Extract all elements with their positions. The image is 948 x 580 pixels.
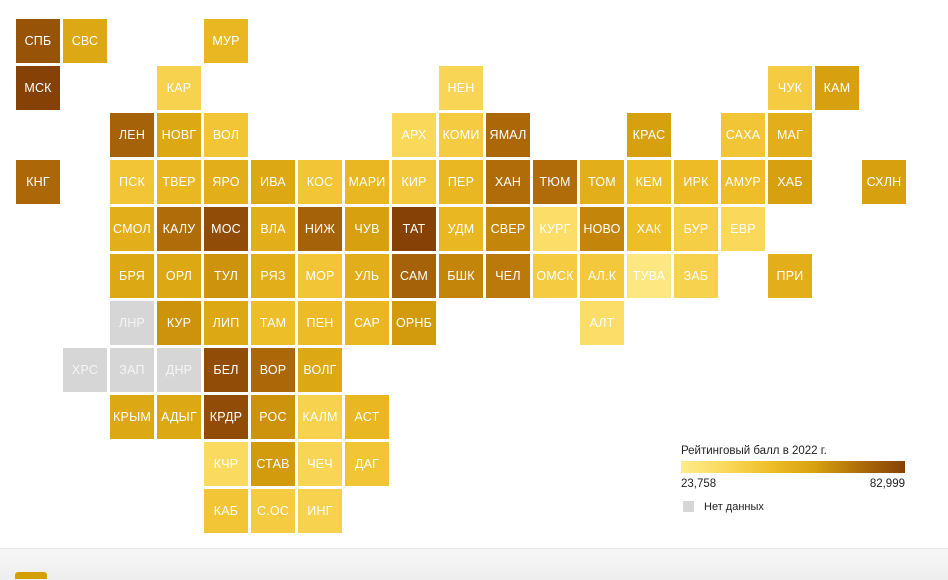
region-tile[interactable]: СТАВ [251, 442, 295, 486]
region-tile[interactable]: ХРС [63, 348, 107, 392]
region-tile[interactable]: ТЮМ [533, 160, 577, 204]
region-tile[interactable]: ИВА [251, 160, 295, 204]
region-tile[interactable]: КАЛМ [298, 395, 342, 439]
region-tile[interactable]: БШК [439, 254, 483, 298]
region-tile[interactable]: ЕВР [721, 207, 765, 251]
region-tile[interactable]: РОС [251, 395, 295, 439]
region-tile[interactable]: ТВЕР [157, 160, 201, 204]
legend-no-data-swatch [683, 501, 694, 512]
region-tile[interactable]: ЯРО [204, 160, 248, 204]
region-tile[interactable]: ХАК [627, 207, 671, 251]
legend-no-data-label: Нет данных [704, 501, 764, 513]
region-tile[interactable]: ЛИП [204, 301, 248, 345]
region-tile[interactable]: С.ОС [251, 489, 295, 533]
region-tile[interactable]: СМОЛ [110, 207, 154, 251]
region-tile[interactable]: РЯЗ [251, 254, 295, 298]
region-tile[interactable]: ВОЛ [204, 113, 248, 157]
region-tile[interactable]: САМ [392, 254, 436, 298]
region-tile[interactable]: ВОР [251, 348, 295, 392]
region-tile[interactable]: ДНР [157, 348, 201, 392]
region-tile[interactable]: АМУР [721, 160, 765, 204]
region-tile[interactable]: МУР [204, 19, 248, 63]
region-tile[interactable]: КРЫМ [110, 395, 154, 439]
region-tile[interactable]: ПСК [110, 160, 154, 204]
legend-gradient-bar [681, 461, 905, 473]
legend-min-label: 23,758 [681, 478, 717, 490]
region-tile[interactable]: ОРНБ [392, 301, 436, 345]
region-tile[interactable]: АЛ.К [580, 254, 624, 298]
legend-title: Рейтинговый балл в 2022 г. [681, 445, 827, 457]
region-tile[interactable]: ОМСК [533, 254, 577, 298]
region-tile[interactable]: АДЫГ [157, 395, 201, 439]
region-tile[interactable]: КНГ [16, 160, 60, 204]
region-tile[interactable]: ИРК [674, 160, 718, 204]
region-tile[interactable]: МАГ [768, 113, 812, 157]
region-tile[interactable]: ХАН [486, 160, 530, 204]
region-tile[interactable]: ПЕН [298, 301, 342, 345]
region-tile[interactable]: МАРИ [345, 160, 389, 204]
region-tile[interactable]: КОС [298, 160, 342, 204]
region-tile[interactable]: ТУВА [627, 254, 671, 298]
region-tile[interactable]: САР [345, 301, 389, 345]
region-tile[interactable]: СВС [63, 19, 107, 63]
region-tile[interactable]: ДАГ [345, 442, 389, 486]
region-tile[interactable]: ЧЕЛ [486, 254, 530, 298]
region-tile[interactable]: КАЛУ [157, 207, 201, 251]
region-tile[interactable]: ХАБ [768, 160, 812, 204]
region-tile[interactable]: МОС [204, 207, 248, 251]
region-tile[interactable]: САХА [721, 113, 765, 157]
region-tile[interactable]: ТУЛ [204, 254, 248, 298]
region-tile[interactable]: ЧУК [768, 66, 812, 110]
region-tile[interactable]: БРЯ [110, 254, 154, 298]
region-tile[interactable]: ТОМ [580, 160, 624, 204]
region-tile[interactable]: СВЕР [486, 207, 530, 251]
region-tile[interactable]: ПРИ [768, 254, 812, 298]
region-tile[interactable]: ЧУВ [345, 207, 389, 251]
tile-map: СПБ СВС МУР МСК КАР НЕН ЧУК КАМ ЛЕН НОВГ ВОЛ АРХ КОМ… [16, 19, 906, 533]
region-tile[interactable]: КОМИ [439, 113, 483, 157]
region-tile[interactable]: ЯМАЛ [486, 113, 530, 157]
legend-max-label: 82,999 [869, 478, 905, 490]
region-tile[interactable]: БУР [674, 207, 718, 251]
region-tile[interactable]: АСТ [345, 395, 389, 439]
region-tile[interactable]: МОР [298, 254, 342, 298]
region-tile[interactable]: КАР [157, 66, 201, 110]
region-tile[interactable]: НЕН [439, 66, 483, 110]
region-tile[interactable]: НИЖ [298, 207, 342, 251]
region-tile[interactable]: СПБ [16, 19, 60, 63]
region-tile[interactable]: ЛЕН [110, 113, 154, 157]
region-tile[interactable]: СХЛН [862, 160, 906, 204]
region-tile[interactable]: УДМ [439, 207, 483, 251]
region-tile[interactable]: УЛЬ [345, 254, 389, 298]
region-tile[interactable]: МСК [16, 66, 60, 110]
region-tile[interactable]: НОВГ [157, 113, 201, 157]
region-tile[interactable]: КЧР [204, 442, 248, 486]
region-tile[interactable]: ИНГ [298, 489, 342, 533]
region-tile[interactable]: ВОЛГ [298, 348, 342, 392]
region-tile[interactable]: КАБ [204, 489, 248, 533]
region-tile[interactable]: ВЛА [251, 207, 295, 251]
region-tile[interactable]: КАМ [815, 66, 859, 110]
region-tile[interactable]: КИР [392, 160, 436, 204]
region-tile[interactable]: ЛНР [110, 301, 154, 345]
region-tile[interactable]: ОРЛ [157, 254, 201, 298]
bottom-scroll-handle[interactable] [15, 572, 47, 579]
region-tile[interactable]: КЕМ [627, 160, 671, 204]
region-tile[interactable]: ЗАП [110, 348, 154, 392]
region-tile[interactable]: КРАС [627, 113, 671, 157]
bottom-scroll-band [0, 548, 948, 580]
region-tile[interactable]: ТАМ [251, 301, 295, 345]
region-tile[interactable]: АЛТ [580, 301, 624, 345]
region-tile[interactable]: БЕЛ [204, 348, 248, 392]
region-tile[interactable]: АРХ [392, 113, 436, 157]
legend: Рейтинговый балл в 2022 г. 23,758 82,999… [681, 445, 907, 520]
region-tile[interactable]: ЗАБ [674, 254, 718, 298]
region-tile[interactable]: КУР [157, 301, 201, 345]
region-tile[interactable]: ЧЕЧ [298, 442, 342, 486]
region-tile[interactable]: ПЕР [439, 160, 483, 204]
region-tile[interactable]: КРДР [204, 395, 248, 439]
region-tile[interactable]: ТАТ [392, 207, 436, 251]
region-tile[interactable]: КУРГ [533, 207, 577, 251]
region-tile[interactable]: НОВО [580, 207, 624, 251]
